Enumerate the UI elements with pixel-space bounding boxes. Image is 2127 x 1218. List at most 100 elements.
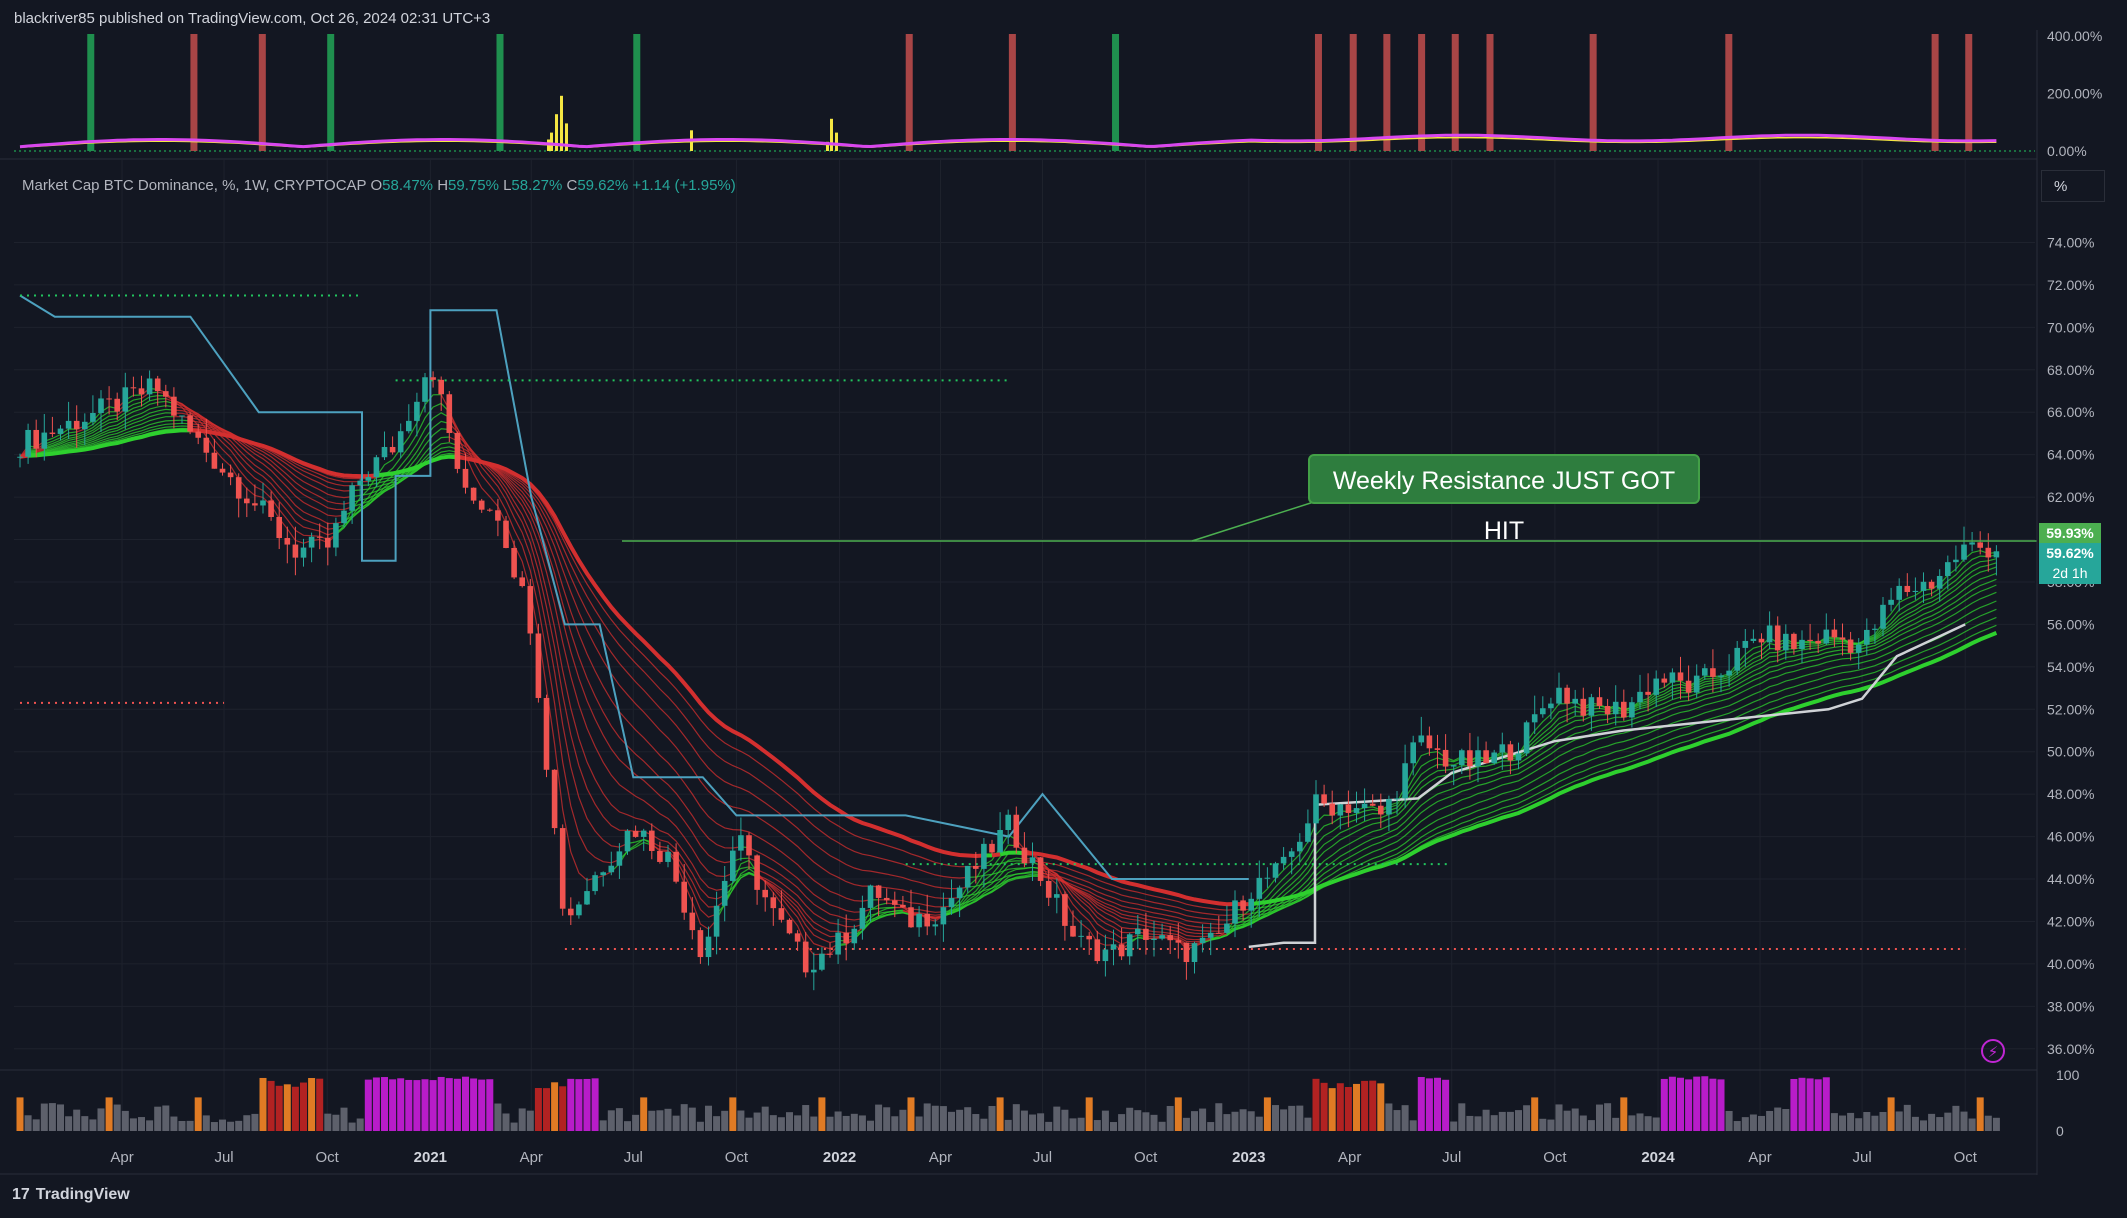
candle-body (1718, 675, 1724, 677)
percent-scale-button[interactable]: % (2041, 170, 2105, 202)
volume-bar (931, 1105, 939, 1131)
resistance-annotation[interactable]: Weekly Resistance JUST GOT HIT (1308, 454, 1700, 545)
volume-bar (664, 1108, 672, 1131)
volume-bar (1004, 1119, 1012, 1131)
ribbon-line (173, 406, 345, 517)
ribbon-line (1226, 578, 1997, 933)
ribbon-line (35, 448, 45, 453)
volume-bar (1531, 1097, 1539, 1131)
volume-bar (1968, 1118, 1976, 1131)
volume-bar (1515, 1110, 1522, 1131)
volume-bar (389, 1079, 397, 1131)
volume-bar (1101, 1110, 1109, 1131)
candle-body (179, 415, 185, 417)
signal-bar-red (258, 34, 266, 151)
candle-body (219, 468, 226, 473)
candle-body (916, 913, 922, 928)
candle-body (1240, 900, 1246, 911)
volume-bar (332, 1114, 340, 1131)
chart-canvas[interactable]: 400.00% 200.00% 0.00% 36.00% 38.00% 40.00% 42… (0, 30, 2127, 1190)
volume-bar (753, 1112, 761, 1131)
ribbon-line (967, 866, 1041, 878)
candle-body (300, 547, 307, 558)
signal-bar-red (1314, 34, 1322, 151)
candle-body (1054, 894, 1060, 898)
volume-bar (40, 1103, 48, 1131)
candle-body (1507, 744, 1514, 761)
candle-body (446, 394, 453, 433)
candle-body (892, 900, 898, 905)
spike-bar (550, 132, 553, 151)
candle-body (1175, 940, 1182, 943)
footer-brand-text: TradingView (35, 1186, 130, 1203)
candle-body (649, 830, 655, 851)
candle-body (511, 547, 517, 578)
ribbon-line (28, 408, 174, 455)
volume-bar (453, 1078, 461, 1131)
candle-body (1928, 581, 1935, 589)
candle-body (106, 398, 112, 400)
ribbon-line (1040, 864, 1211, 941)
volume-bar (486, 1079, 494, 1131)
candle-body (738, 835, 744, 851)
volume-bar (1369, 1080, 1377, 1131)
candle-body (252, 503, 258, 506)
bolt-icon[interactable]: ⚡ (1981, 1039, 2005, 1063)
volume-bar (154, 1106, 162, 1131)
candle-body (1167, 935, 1173, 941)
volume-bar (794, 1115, 802, 1131)
volume-bar (113, 1104, 121, 1131)
ribbon-line (943, 844, 1017, 917)
candle-body (49, 432, 56, 434)
candle-body (819, 953, 825, 970)
candle-body (389, 446, 396, 453)
candle-body (130, 387, 137, 389)
volume-bar (1911, 1116, 1919, 1131)
signal-bar-red (1965, 34, 1973, 151)
candle-body (1855, 644, 1862, 653)
candle-body (1499, 744, 1506, 753)
volume-bar (1539, 1118, 1547, 1131)
ribbon-line (1251, 616, 1997, 915)
volume-bar (470, 1078, 478, 1131)
candle-body (1556, 687, 1562, 704)
volume-bar (1158, 1121, 1166, 1131)
candle-body (762, 889, 768, 898)
candle-body (948, 898, 955, 908)
candle-body (867, 885, 874, 908)
volume-bar (591, 1078, 599, 1131)
volume-bar (518, 1108, 526, 1131)
volume-bar (1377, 1083, 1385, 1131)
candle-body (681, 881, 687, 913)
volume-bar (1409, 1120, 1417, 1131)
volume-bar (1401, 1105, 1409, 1131)
volume-bar (1596, 1104, 1603, 1131)
candle-body (1685, 680, 1692, 693)
volume-bar (494, 1103, 502, 1131)
price-tick-label: 64.00% (2047, 447, 2094, 463)
volume-bar (842, 1115, 850, 1131)
candle-body (1612, 701, 1619, 715)
candle-body (1183, 942, 1190, 963)
volume-bar (291, 1086, 299, 1131)
candle-body (454, 432, 461, 469)
volume-bar (1490, 1115, 1498, 1131)
signal-bar-red (1589, 34, 1597, 151)
spike-bar (560, 95, 563, 151)
high-label: H (437, 177, 449, 194)
candle-body (1288, 851, 1295, 857)
oscillator-tick-label: 200.00% (2047, 86, 2102, 102)
ribbon-line (173, 415, 353, 499)
candle-body (1702, 668, 1708, 676)
volume-bar (105, 1097, 113, 1131)
candle-body (1726, 670, 1732, 676)
time-tick-label: Apr (929, 1149, 952, 1166)
candle-body (1321, 794, 1327, 804)
candle-body (940, 907, 947, 925)
signal-bar-red (905, 34, 913, 151)
volume-bar (526, 1110, 534, 1131)
volume-bar (786, 1112, 793, 1131)
time-tick-label: Jul (214, 1149, 233, 1166)
volume-bar (1361, 1080, 1369, 1131)
volume-bar (534, 1088, 542, 1131)
